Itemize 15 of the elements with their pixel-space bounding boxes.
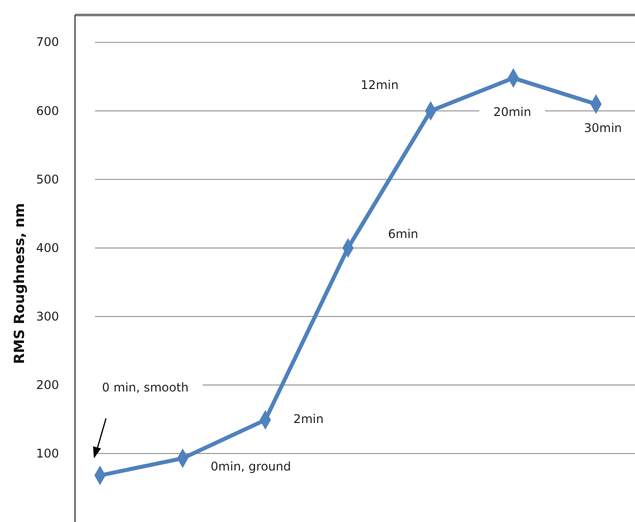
y-tick-label: 300 bbox=[36, 309, 59, 324]
y-tick-label: 500 bbox=[36, 172, 59, 186]
annotation: 2min bbox=[293, 412, 324, 426]
annotation: 6min bbox=[388, 226, 418, 241]
annotation: 30min bbox=[584, 121, 622, 136]
y-tick-label: 700 bbox=[36, 35, 59, 50]
y-axis-title: RMS Roughness, nm bbox=[12, 203, 28, 364]
annotation: 20min bbox=[493, 105, 532, 120]
y-tick-label: 600 bbox=[36, 104, 59, 118]
annotation: 0 min, smooth bbox=[102, 380, 189, 394]
y-tick-label: 100 bbox=[36, 446, 59, 460]
y-tick-label: 400 bbox=[36, 240, 59, 255]
annotation: 0min, ground bbox=[210, 459, 292, 474]
annotation: 12min bbox=[360, 78, 399, 92]
y-tick-label: 200 bbox=[36, 378, 59, 392]
